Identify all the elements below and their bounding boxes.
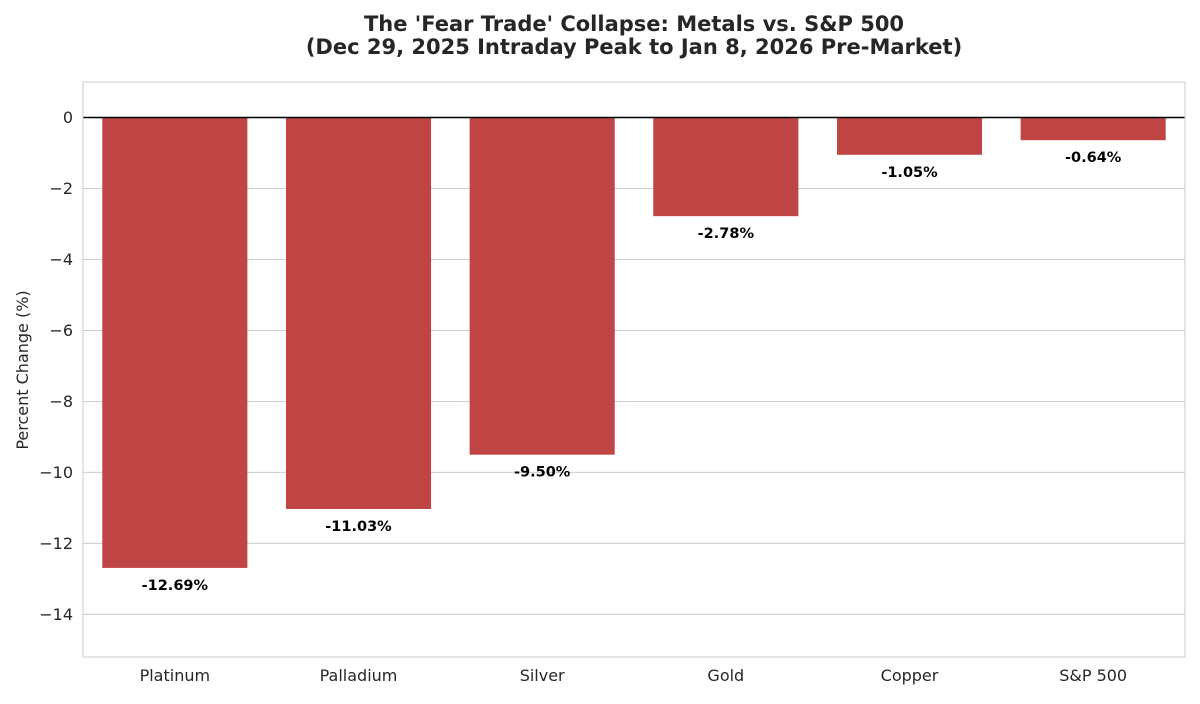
y-axis-label: Percent Change (%) bbox=[13, 290, 32, 449]
chart-title-line1: The 'Fear Trade' Collapse: Metals vs. S&… bbox=[364, 12, 904, 36]
y-tick-labels: 0 −2 −4 −6 −8 −10 −12 −14 bbox=[39, 108, 73, 624]
bars bbox=[102, 117, 1166, 568]
x-tick-label: Silver bbox=[520, 666, 565, 685]
x-tick-label: Palladium bbox=[320, 666, 398, 685]
y-tick-label: −2 bbox=[49, 179, 73, 198]
data-label: -11.03% bbox=[325, 519, 392, 535]
bar-gold bbox=[653, 117, 799, 217]
bar-s-p-500 bbox=[1020, 117, 1166, 141]
x-tick-label: Gold bbox=[707, 666, 744, 685]
x-tick-label: S&P 500 bbox=[1059, 666, 1127, 685]
x-tick-labels: Platinum Palladium Silver Gold Copper S&P 500 bbox=[140, 666, 1128, 685]
x-tick-label: Copper bbox=[881, 666, 939, 685]
y-tick-label: −12 bbox=[39, 534, 73, 553]
y-tick-label: −10 bbox=[39, 463, 73, 482]
bar-platinum bbox=[102, 117, 248, 568]
data-label: -12.69% bbox=[142, 578, 209, 594]
bar-palladium bbox=[285, 117, 432, 509]
y-tick-label: −8 bbox=[49, 392, 73, 411]
bar-silver bbox=[469, 117, 615, 455]
y-tick-label: −4 bbox=[49, 250, 73, 269]
y-tick-label: −6 bbox=[49, 321, 73, 340]
data-label: -2.78% bbox=[698, 226, 755, 242]
plot-frame bbox=[82, 81, 1186, 658]
bar-copper bbox=[836, 117, 983, 155]
data-label: -0.64% bbox=[1065, 150, 1122, 166]
data-label: -1.05% bbox=[881, 165, 938, 181]
y-tick-label: −14 bbox=[39, 605, 73, 624]
chart-title-line2: (Dec 29, 2025 Intraday Peak to Jan 8, 20… bbox=[306, 35, 962, 59]
gridlines bbox=[83, 116, 1185, 615]
y-tick-label: 0 bbox=[63, 108, 73, 127]
data-labels: -12.69% -11.03% -9.50% -2.78% -1.05% -0.64% bbox=[142, 150, 1122, 594]
data-label: -9.50% bbox=[514, 465, 571, 481]
x-tick-label: Platinum bbox=[140, 666, 210, 685]
